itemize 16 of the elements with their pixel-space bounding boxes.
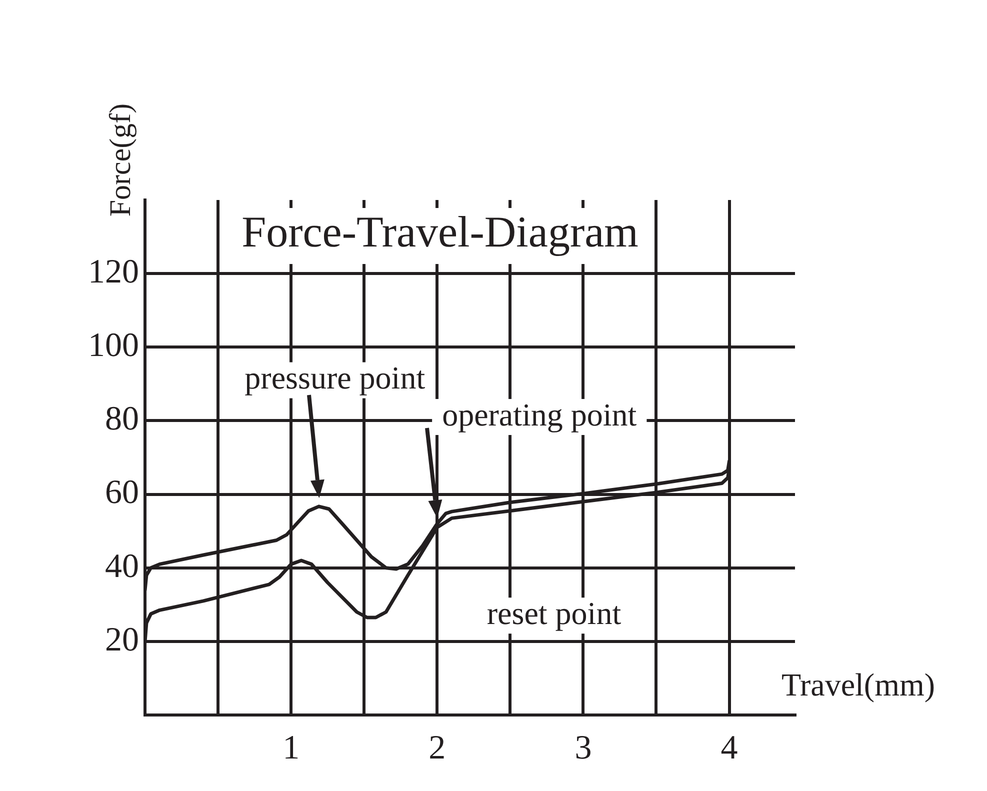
y-tick-label: 60	[105, 474, 139, 512]
y-tick-label: 80	[105, 400, 139, 438]
y-tick-label: 100	[88, 327, 139, 364]
y-axis-title: Force(gf)	[104, 103, 137, 217]
x-tick-label: 4	[720, 729, 738, 766]
y-tick-label: 120	[88, 253, 139, 290]
x-tick-label: 3	[574, 729, 592, 766]
annotation: reset point	[486, 595, 622, 632]
y-tick-label: 20	[105, 621, 139, 658]
annotation: operating point	[442, 396, 637, 432]
x-axis-title: Travel(mm)	[782, 666, 935, 702]
x-tick-label: 2	[428, 729, 446, 766]
chart-title: Force-Travel-Diagram	[242, 208, 638, 257]
x-tick-label: 1	[282, 729, 300, 766]
annotation: pressure point	[244, 360, 426, 396]
y-tick-label: 40	[105, 548, 139, 585]
